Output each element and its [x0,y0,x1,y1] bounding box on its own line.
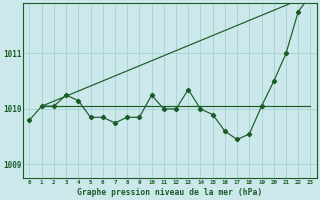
X-axis label: Graphe pression niveau de la mer (hPa): Graphe pression niveau de la mer (hPa) [77,188,263,197]
